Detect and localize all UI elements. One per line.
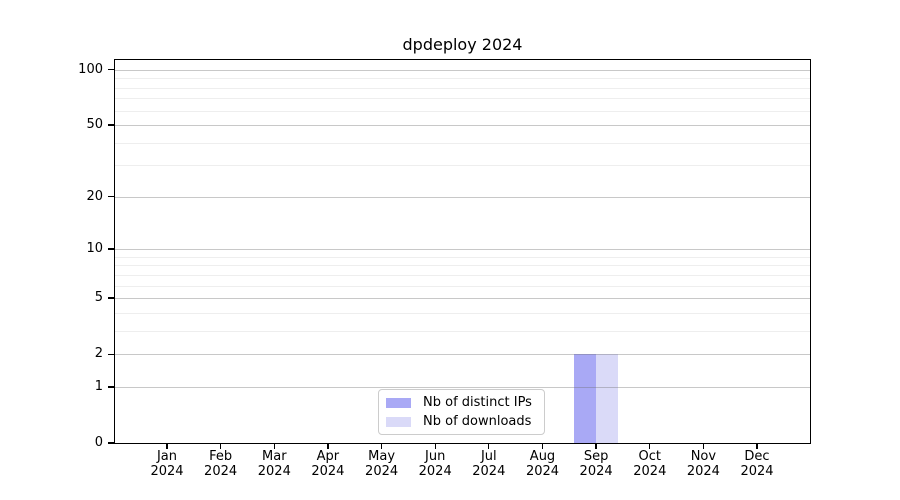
x-tick-year: 2024 xyxy=(686,464,720,479)
x-tick-month: Sep xyxy=(583,449,609,464)
minor-gridline xyxy=(115,110,810,112)
y-tick-label: 100 xyxy=(78,61,103,77)
minor-gridline xyxy=(115,87,810,89)
minor-gridline xyxy=(115,274,810,276)
x-tick-month: Mar xyxy=(262,449,287,464)
x-tick-year: 2024 xyxy=(740,464,774,479)
y-tick-mark xyxy=(108,386,115,388)
y-tick-label: 1 xyxy=(94,378,103,394)
y-tick-label: 2 xyxy=(94,346,103,362)
x-tick-month: Nov xyxy=(690,449,717,464)
x-tick-label: Jan 2024 xyxy=(135,449,199,479)
chart-title: dpdeploy 2024 xyxy=(402,35,523,54)
y-tick-mark xyxy=(108,196,115,198)
x-tick-mark xyxy=(756,444,758,449)
bar-nb-of-distinct-ips xyxy=(574,354,597,443)
y-tick-mark xyxy=(108,442,115,444)
x-tick-year: 2024 xyxy=(257,464,291,479)
legend: Nb of distinct IPs Nb of downloads xyxy=(378,389,545,435)
minor-gridline xyxy=(115,265,810,267)
minor-gridline xyxy=(115,78,810,80)
legend-entry: Nb of distinct IPs xyxy=(386,393,537,412)
x-tick-year: 2024 xyxy=(472,464,506,479)
x-tick-label: Nov 2024 xyxy=(671,449,735,479)
minor-gridline xyxy=(115,330,810,332)
x-tick-mark xyxy=(434,444,436,449)
major-gridline xyxy=(115,196,810,198)
x-tick-year: 2024 xyxy=(633,464,667,479)
x-tick-mark xyxy=(702,444,705,449)
x-tick-label: Dec 2024 xyxy=(725,449,789,479)
x-tick-mark xyxy=(273,444,275,449)
legend-entry: Nb of downloads xyxy=(386,412,537,431)
x-tick-mark xyxy=(166,444,168,449)
y-tick-label: 50 xyxy=(86,117,103,132)
minor-gridline xyxy=(115,142,810,144)
x-tick-label: Jun 2024 xyxy=(403,449,467,479)
major-gridline xyxy=(115,386,810,388)
minor-gridline xyxy=(115,256,810,258)
x-tick-month: Apr xyxy=(316,449,340,464)
x-tick-year: 2024 xyxy=(150,464,184,479)
x-tick-mark xyxy=(488,444,490,449)
y-tick-mark xyxy=(108,353,115,355)
y-tick-label: 20 xyxy=(86,188,103,204)
x-tick-mark xyxy=(595,444,597,449)
x-tick-year: 2024 xyxy=(418,464,452,479)
major-gridline xyxy=(115,298,810,300)
x-tick-month: Aug xyxy=(529,449,556,464)
x-tick-year: 2024 xyxy=(525,464,560,479)
y-tick-mark xyxy=(108,248,115,250)
y-tick-mark xyxy=(108,69,115,71)
x-tick-year: 2024 xyxy=(204,464,238,479)
minor-gridline xyxy=(115,285,810,287)
y-tick-label: 10 xyxy=(86,241,103,257)
x-tick-mark xyxy=(380,444,383,449)
legend-label: Nb of downloads xyxy=(423,414,532,429)
major-gridline xyxy=(115,249,810,251)
x-tick-label: Mar 2024 xyxy=(242,449,306,479)
legend-label: Nb of distinct IPs xyxy=(423,395,532,410)
y-tick-label: 5 xyxy=(94,290,103,306)
bar-nb-of-downloads xyxy=(596,354,619,443)
x-tick-label: May 2024 xyxy=(350,449,414,479)
legend-swatch xyxy=(386,397,411,408)
x-tick-mark xyxy=(219,444,222,449)
y-tick-label: 0 xyxy=(94,435,103,450)
legend-swatch xyxy=(386,416,411,427)
x-tick-month: Feb xyxy=(209,449,233,464)
y-tick-mark xyxy=(108,124,115,126)
x-tick-label: Aug 2024 xyxy=(511,449,575,479)
x-tick-mark xyxy=(649,444,651,449)
x-tick-label: Sep 2024 xyxy=(564,449,628,479)
x-tick-month: Jul xyxy=(480,449,497,464)
x-tick-mark xyxy=(327,444,329,449)
major-gridline xyxy=(115,69,810,71)
x-tick-month: May xyxy=(368,449,396,464)
x-tick-label: Apr 2024 xyxy=(296,449,360,479)
minor-gridline xyxy=(115,165,810,167)
x-tick-month: Oct xyxy=(638,449,662,464)
x-tick-label: Jul 2024 xyxy=(457,449,521,479)
x-tick-year: 2024 xyxy=(579,464,613,479)
major-gridline xyxy=(115,125,810,126)
x-tick-month: Jun xyxy=(425,449,446,464)
y-tick-mark xyxy=(108,297,115,299)
minor-gridline xyxy=(115,312,810,314)
major-gridline xyxy=(115,354,810,356)
x-tick-label: Feb 2024 xyxy=(189,449,253,479)
x-tick-mark xyxy=(541,444,544,449)
minor-gridline xyxy=(115,98,810,100)
x-tick-month: Jan xyxy=(156,449,178,464)
x-tick-label: Oct 2024 xyxy=(618,449,682,479)
x-tick-month: Dec xyxy=(744,449,770,464)
x-tick-year: 2024 xyxy=(311,464,345,479)
x-tick-year: 2024 xyxy=(365,464,399,479)
